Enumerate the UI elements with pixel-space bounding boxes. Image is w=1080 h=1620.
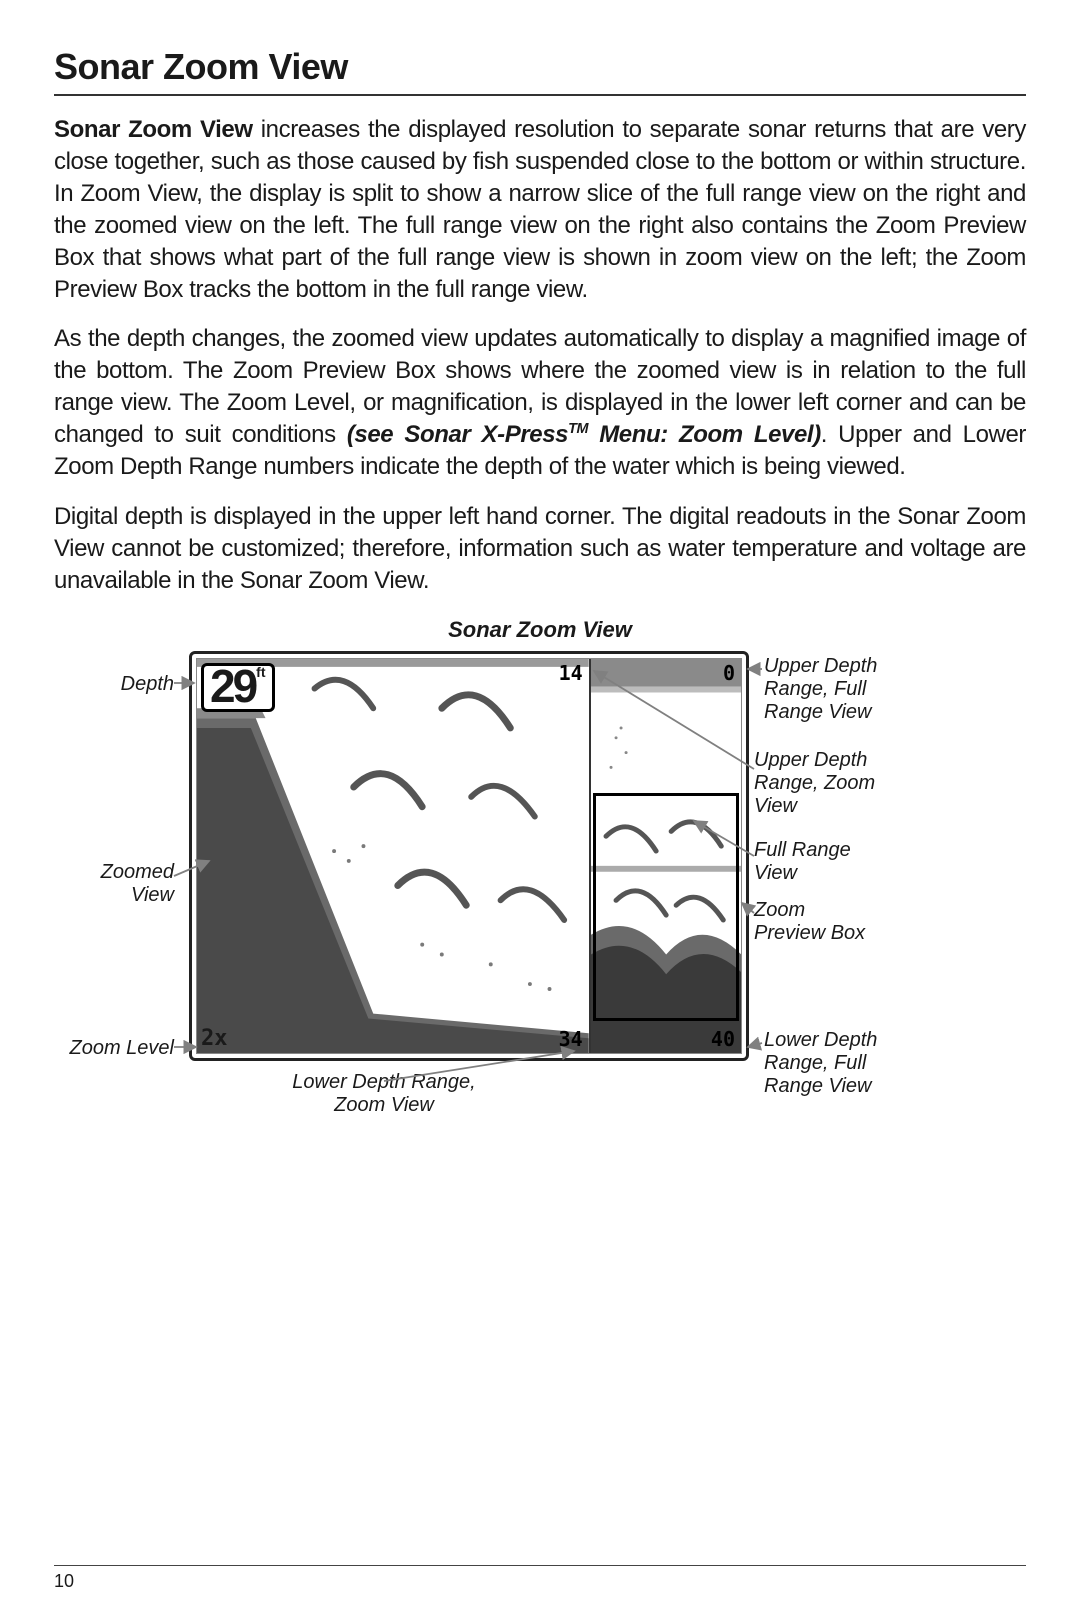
callout-lower-zoom: Lower Depth Range, Zoom View [254,1071,514,1117]
depth-readout: 29ft [201,663,275,712]
p2-ital: (see Sonar X-PressTM Menu: Zoom Level) [347,421,821,448]
p2-ital-tail: Menu: Zoom Level) [588,421,821,448]
zoomed-terrain-svg [197,659,589,1053]
figure-title: Sonar Zoom View [54,617,1026,643]
callout-upper-full: Upper Depth Range, Full Range View [764,655,934,724]
sonar-screen-inner: 29ft 2x 14 34 0 40 [196,658,742,1054]
p1-rest: increases the displayed resolution to se… [54,116,1026,303]
p2-ital-head: (see Sonar X-Press [347,421,568,448]
figure-sonar-zoom: Sonar Zoom View Depth Zoomed View Zoom L… [54,651,1026,1191]
callout-upper-zoom: Upper Depth Range, Zoom View [754,749,924,818]
depth-value: 29 [210,660,255,712]
p1-lead-bold: Sonar Zoom View [54,116,253,143]
callout-lower-full: Lower Depth Range, Full Range View [764,1029,934,1098]
callout-zoom-level: Zoom Level [44,1037,174,1060]
upper-depth-full: 0 [723,661,735,685]
upper-depth-zoom: 14 [559,661,583,685]
trademark-tm: TM [568,421,588,437]
paragraph-3: Digital depth is displayed in the upper … [54,501,1026,597]
lower-depth-full: 40 [711,1027,735,1051]
callout-depth: Depth [54,673,174,696]
zoomed-pane [197,659,589,1053]
callout-full-range: Full Range View [754,839,924,885]
zoom-preview-box [593,793,739,1022]
callout-preview-box: Zoom Preview Box [754,899,924,945]
depth-unit: ft [256,664,265,680]
full-range-pane [589,659,741,1053]
page-title: Sonar Zoom View [54,46,1026,96]
zoom-level-readout: 2x [201,1026,228,1051]
sonar-screen: 29ft 2x 14 34 0 40 [189,651,749,1061]
paragraph-1: Sonar Zoom View increases the displayed … [54,114,1026,305]
footer-rule [54,1565,1026,1566]
callout-zoomed-view: Zoomed View [54,861,174,907]
page-number: 10 [54,1571,74,1592]
lower-depth-zoom: 34 [559,1027,583,1051]
paragraph-2: As the depth changes, the zoomed view up… [54,323,1026,483]
